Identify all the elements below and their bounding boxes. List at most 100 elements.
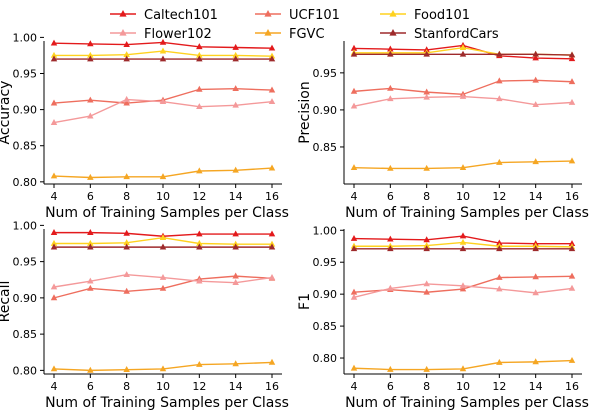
x-axis-label: Num of Training Samples per Class [45, 205, 289, 221]
data-point [268, 44, 276, 51]
data-point [232, 243, 239, 250]
data-point [87, 55, 94, 62]
x-tick-label: 4 [351, 380, 358, 393]
data-point [496, 245, 503, 252]
series-stanfordcars [350, 245, 576, 252]
data-point [532, 245, 539, 252]
y-axis-label: F1 [297, 293, 313, 310]
data-point [50, 243, 58, 250]
x-axis-label: Num of Training Samples per Class [345, 205, 589, 221]
data-point [123, 287, 130, 294]
x-tick-label: 16 [565, 380, 579, 393]
y-tick-label: 0.85 [13, 140, 38, 153]
x-tick-label: 6 [87, 190, 94, 203]
data-point [268, 164, 276, 171]
series-stanfordcars [50, 243, 276, 250]
data-point [568, 51, 576, 58]
data-point [87, 96, 94, 103]
data-point [123, 55, 130, 62]
data-point [159, 98, 167, 105]
data-point [423, 280, 430, 287]
data-point [232, 43, 239, 50]
data-point [50, 51, 58, 58]
legend-label: FGVC [289, 27, 325, 42]
data-point [50, 172, 58, 179]
data-point [196, 167, 203, 174]
data-point [50, 99, 58, 106]
data-point [196, 243, 203, 250]
series-flower102 [350, 92, 576, 109]
data-point [50, 229, 58, 235]
data-point [423, 93, 430, 100]
x-tick-label: 8 [123, 190, 130, 203]
data-point [423, 242, 430, 248]
data-point [87, 284, 94, 291]
data-point [423, 88, 430, 95]
legend-marker [389, 29, 397, 36]
data-point [568, 245, 576, 252]
y-tick-label: 1.00 [13, 31, 38, 44]
data-point [423, 288, 430, 295]
legend-entry-caltech101: Caltech101 [110, 8, 218, 23]
y-axis-label: Accuracy [0, 81, 13, 145]
legend-marker [389, 10, 397, 17]
data-point [123, 229, 130, 236]
data-point [387, 284, 394, 291]
data-point [232, 51, 239, 58]
data-point [423, 365, 430, 372]
data-point [350, 364, 358, 371]
x-tick-label: 10 [156, 380, 170, 393]
data-point [568, 98, 576, 105]
x-tick-label: 6 [387, 190, 394, 203]
x-tick-label: 6 [387, 380, 394, 393]
data-point [159, 273, 167, 280]
data-point [159, 55, 167, 62]
data-point [568, 55, 576, 62]
y-tick-label: 0.90 [313, 104, 338, 117]
data-point [50, 55, 58, 62]
data-point [568, 78, 576, 85]
legend-label: UCF101 [289, 8, 340, 23]
legend-label: Flower102 [144, 27, 212, 42]
data-point [496, 273, 503, 280]
data-point [232, 279, 239, 285]
series-flower102 [50, 95, 276, 125]
data-point [268, 86, 276, 93]
data-point [123, 95, 130, 102]
data-point [87, 51, 94, 58]
data-point [350, 234, 358, 241]
data-point [159, 284, 167, 291]
data-point [350, 293, 358, 300]
data-point [196, 85, 203, 92]
subplot-accuracy: 0.80 0.85 0.90 0.95 1.00 4 6 8 10 12 14 16 Num of Tr… [0, 31, 289, 221]
data-point [123, 239, 130, 246]
series-fgvc [350, 157, 576, 171]
data-point [87, 366, 94, 373]
data-point [123, 243, 130, 250]
y-tick-label: 0.95 [13, 68, 38, 81]
data-point [268, 98, 276, 105]
data-point [268, 243, 276, 250]
x-tick-label: 14 [529, 190, 543, 203]
data-point [123, 41, 130, 47]
data-point [196, 103, 203, 110]
x-tick-label: 12 [192, 190, 206, 203]
data-point [232, 101, 239, 108]
data-point [496, 358, 503, 365]
data-point [268, 230, 276, 237]
x-axis-label: Num of Training Samples per Class [345, 395, 589, 411]
data-point [350, 87, 358, 94]
data-point [532, 101, 539, 108]
y-tick-label: 0.95 [313, 256, 338, 269]
data-point [232, 360, 239, 367]
x-tick-label: 14 [229, 380, 243, 393]
data-point [159, 47, 167, 54]
data-point [232, 55, 239, 62]
y-tick-label: 1.00 [313, 224, 338, 237]
data-point [196, 43, 203, 50]
data-point [123, 366, 130, 372]
series-flower102 [50, 271, 276, 290]
y-tick-label: 0.85 [313, 141, 338, 154]
data-point [196, 277, 203, 284]
